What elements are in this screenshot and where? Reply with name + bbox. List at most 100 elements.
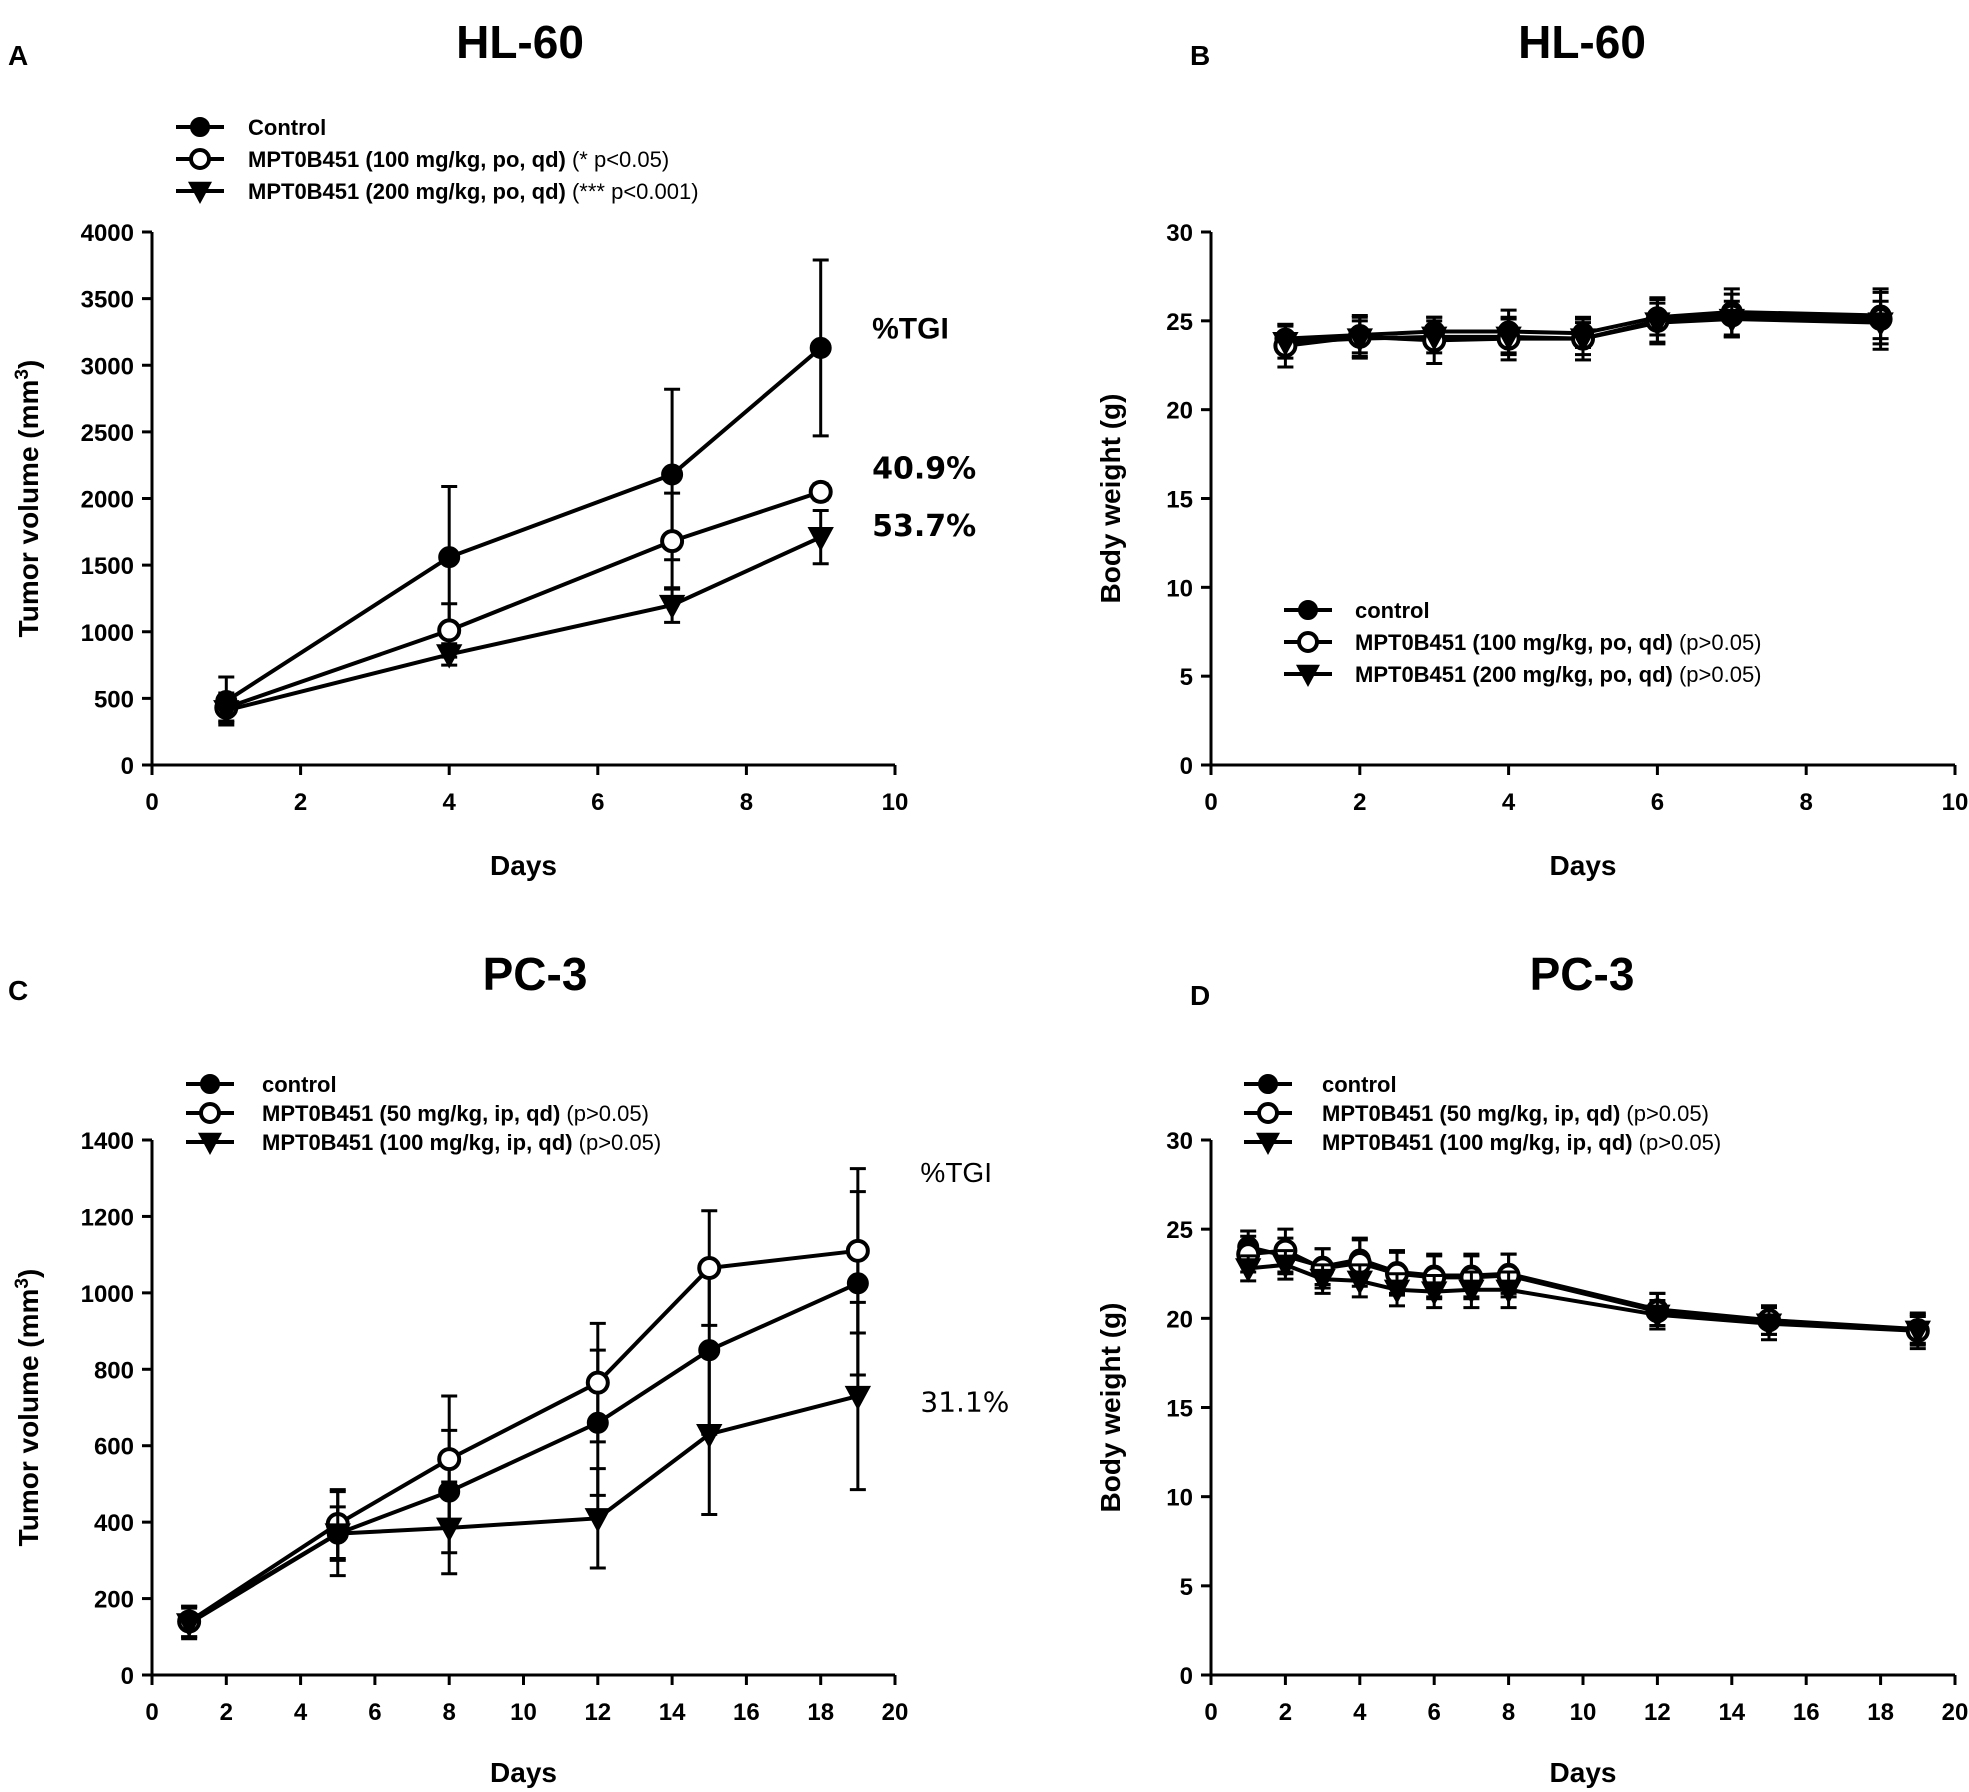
data-point: [1495, 326, 1522, 352]
series-2: [188, 1248, 859, 1624]
y-tick-label: 10: [1166, 1485, 1193, 1512]
data-point: [1272, 331, 1299, 357]
y-tick-label: 25: [1166, 1217, 1193, 1244]
x-axis-label: Days: [490, 850, 557, 881]
legend-entry-name: control: [262, 1072, 337, 1097]
y-tick-label: 800: [94, 1357, 134, 1384]
y-tick-label: 1000: [81, 620, 134, 647]
legend-marker: [1298, 600, 1318, 620]
panel-c: C PC-3 0 200 400 600 800 1000 1200 1400 0 2 4 6 8 10 12 1…: [8, 948, 1009, 1788]
legend-marker: [1255, 1132, 1281, 1155]
y-tick-label: 10: [1166, 575, 1193, 602]
series-3-points: [175, 1300, 872, 1641]
x-tick-label: 4: [1502, 789, 1516, 816]
legend-entry-note: (p>0.05): [560, 1101, 649, 1126]
legend-entry: MPT0B451 (200 mg/kg, po, qd) (*** p<0.00…: [248, 179, 699, 204]
data-point: [696, 1424, 723, 1449]
legend-entry-note: (* p<0.05): [566, 147, 669, 172]
legend-entry-note: (*** p<0.001): [566, 179, 699, 204]
x-tick-label: 20: [1942, 1699, 1969, 1726]
x-tick-label: 0: [1204, 1699, 1217, 1726]
series-1: [225, 346, 822, 703]
chart-title: PC-3: [483, 948, 588, 1000]
data-point: [437, 618, 462, 643]
y-tick-label: 200: [94, 1587, 134, 1614]
y-tick-label: 1000: [81, 1281, 134, 1308]
y-tick-label: 3500: [81, 287, 134, 314]
y-tick-label: 500: [94, 686, 134, 713]
legend-marker: [197, 1132, 223, 1155]
x-axis-label: Days: [490, 1757, 557, 1788]
x-tick-label: 4: [1353, 1699, 1367, 1726]
panel-d: D PC-3 0 5 10 15 20 25 30 0 2 4 6 8 10 12 14 16 18 20 Days Bo…: [1095, 948, 1968, 1788]
legend-entry: control: [262, 1072, 337, 1097]
series-3: [225, 535, 822, 713]
data-point: [1755, 1313, 1783, 1338]
y-tick-label: 30: [1166, 1128, 1193, 1155]
x-tick-label: 6: [1651, 789, 1664, 816]
legend-entry: MPT0B451 (100 mg/kg, po, qd) (p>0.05): [1355, 630, 1762, 655]
legend-entry-name: MPT0B451 (100 mg/kg, ip, qd): [262, 1130, 573, 1155]
data-point: [661, 463, 684, 486]
x-tick-label: 2: [1353, 789, 1366, 816]
legend-marker: [1258, 1074, 1278, 1094]
y-tick-label: 5: [1180, 1574, 1193, 1601]
panel-letter: C: [8, 975, 28, 1006]
panel-letter: A: [8, 40, 28, 71]
y-axis-label: Tumor volume (mm3): [12, 1269, 45, 1547]
x-tick-label: 0: [145, 789, 158, 816]
x-tick-label: 8: [1800, 789, 1813, 816]
data-point: [1644, 1304, 1671, 1329]
legend: control MPT0B451 (50 mg/kg, ip, qd) (p>0.…: [1244, 1072, 1721, 1155]
data-point: [1495, 1279, 1522, 1304]
panel-b: B HL-60 0 5 10 15 20 25 30 0 2 4 6 8 10 Days Body weight…: [1095, 16, 1968, 881]
legend-entry-name: MPT0B451 (200 mg/kg, po, qd): [1355, 662, 1673, 687]
legend: control MPT0B451 (50 mg/kg, ip, qd) (p>0.…: [186, 1072, 661, 1155]
legend-entry-name: MPT0B451 (100 mg/kg, ip, qd): [1322, 1130, 1633, 1155]
series-line: [225, 346, 822, 703]
data-point: [1569, 328, 1597, 353]
legend-entry-name: MPT0B451 (100 mg/kg, po, qd): [1355, 630, 1673, 655]
x-axis-label: Days: [1550, 850, 1617, 881]
data-point: [1272, 1254, 1299, 1280]
x-tick-label: 14: [1718, 1699, 1745, 1726]
data-point: [175, 1613, 203, 1638]
legend-entry: MPT0B451 (50 mg/kg, ip, qd) (p>0.05): [1322, 1101, 1709, 1126]
x-tick-label: 10: [1570, 1699, 1597, 1726]
y-tick-label: 2500: [81, 420, 134, 447]
legend-marker: [187, 181, 213, 204]
data-point: [844, 1385, 872, 1411]
panel-a: A HL-60 0 500 1000 1500 2000 2500 3000 3500 4000 0 2…: [8, 16, 976, 881]
data-point: [1421, 1281, 1448, 1306]
data-point: [584, 1508, 611, 1533]
y-tick-label: 0: [1180, 753, 1193, 780]
legend-entry-name: control: [1322, 1072, 1397, 1097]
x-tick-label: 2: [294, 789, 307, 816]
x-tick-label: 2: [1279, 1699, 1292, 1726]
x-tick-label: 18: [1867, 1699, 1894, 1726]
x-tick-label: 10: [510, 1699, 537, 1726]
x-tick-label: 8: [740, 789, 753, 816]
data-point: [1309, 1268, 1336, 1294]
legend-entry-name: MPT0B451 (100 mg/kg, po, qd): [248, 147, 566, 172]
y-tick-label: 30: [1166, 220, 1193, 247]
data-point: [1346, 328, 1373, 353]
x-tick-label: 18: [807, 1699, 834, 1726]
x-tick-label: 6: [368, 1699, 381, 1726]
legend-entry: control: [1355, 598, 1430, 623]
data-point: [807, 526, 834, 552]
x-tick-label: 6: [591, 789, 604, 816]
legend-entry-note: (p>0.05): [573, 1130, 662, 1155]
legend-entry-note: (p>0.05): [1620, 1101, 1709, 1126]
legend-entry: MPT0B451 (50 mg/kg, ip, qd) (p>0.05): [262, 1101, 649, 1126]
annotation-text: 53.7%: [872, 509, 976, 544]
series-line: [1285, 309, 1881, 341]
data-point: [808, 479, 833, 504]
legend-entry-note: (p>0.05): [1673, 630, 1762, 655]
legend-marker: [1295, 664, 1321, 687]
x-tick-label: 12: [584, 1699, 611, 1726]
x-tick-label: 8: [443, 1699, 456, 1726]
data-point: [658, 594, 686, 620]
y-tick-label: 0: [1180, 1663, 1193, 1690]
